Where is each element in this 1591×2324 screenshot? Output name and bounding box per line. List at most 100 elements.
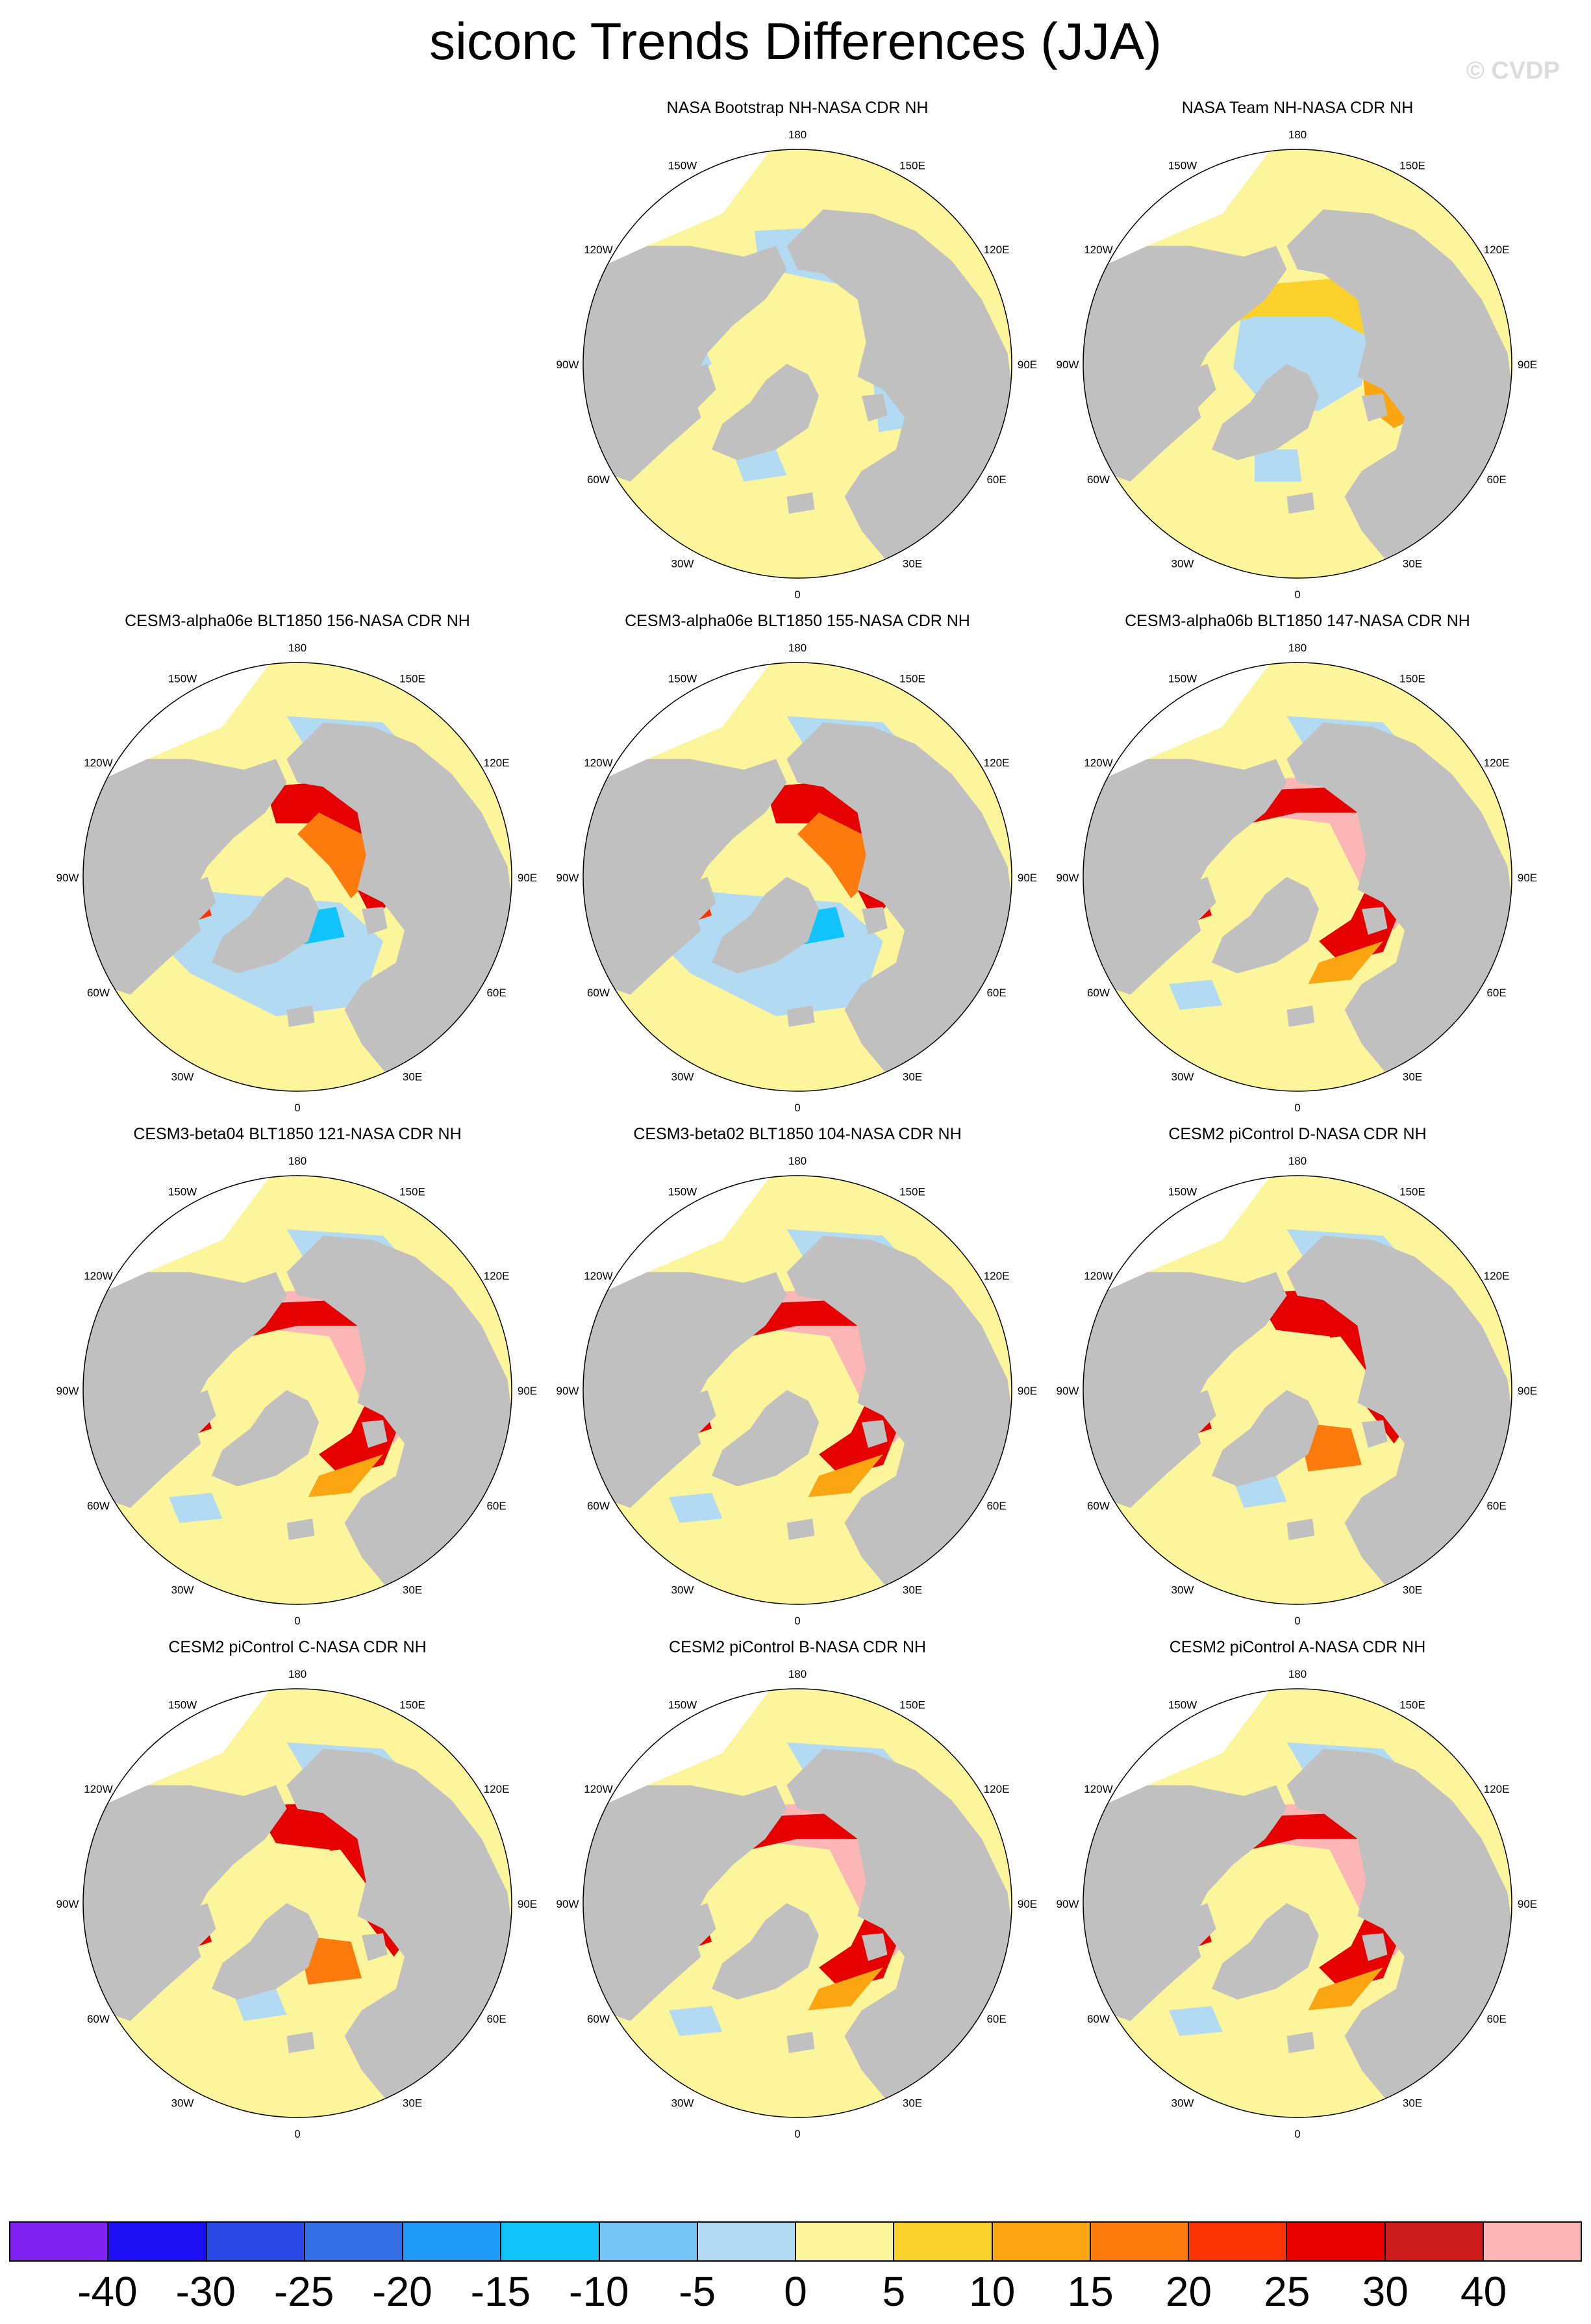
map-panels: NASA Bootstrap NH-NASA CDR NH 180 150E 120E… [56, 99, 1538, 2140]
panel-title: CESM3-alpha06b BLT1850 147-NASA CDR NH [1125, 612, 1470, 630]
land-america [583, 246, 787, 482]
panel-title: CESM3-alpha06e BLT1850 156-NASA CDR NH [125, 612, 470, 630]
lon-label: 30W [171, 1584, 194, 1597]
map-panel: NASA Team NH-NASA CDR NH 180 150E 120E 90E 60… [1057, 99, 1538, 601]
land-eurasia [1286, 722, 1512, 1091]
map-panel: CESM2 piControl D-NASA CDR NH 180 150E 120E… [1057, 1125, 1538, 1627]
land-baffin [669, 1390, 716, 1437]
colorbar-swatch [1385, 2223, 1484, 2260]
lon-label: 150E [399, 1185, 425, 1198]
panel-title: CESM3-alpha06e BLT1850 155-NASA CDR NH [625, 612, 970, 630]
lon-label: 90W [557, 1898, 579, 1910]
panel-title: CESM3-beta04 BLT1850 121-NASA CDR NH [133, 1125, 461, 1143]
land-eurasia [286, 1235, 512, 1604]
lon-label: 60E [986, 987, 1006, 999]
map-boundary [583, 149, 1012, 579]
map-panel: CESM3-alpha06e BLT1850 155-NASA CDR NH 18… [557, 612, 1038, 1114]
map-boundary [583, 1688, 1012, 2118]
land-eurasia [786, 1749, 1012, 2117]
lon-label: 90E [518, 872, 537, 884]
map-panel: CESM3-alpha06b BLT1850 147-NASA CDR NH 18… [1057, 612, 1538, 1114]
land-svalbard [862, 907, 888, 935]
lon-label: 120E [1484, 244, 1510, 256]
land-baffin [1169, 364, 1216, 411]
colorbar-swatch [305, 2223, 403, 2260]
land-greenland [212, 1390, 319, 1487]
lon-label: 30W [171, 2097, 194, 2110]
lon-label: 150W [668, 672, 697, 685]
lon-label: 150W [668, 159, 697, 171]
lon-label: 60W [87, 987, 110, 999]
map-field [583, 149, 1012, 578]
map-field [1083, 663, 1512, 1091]
lon-label: 60W [87, 2013, 110, 2025]
land-svalbard [862, 394, 888, 422]
land-baffin [1169, 1903, 1216, 1951]
land-baffin [1169, 877, 1216, 924]
lon-label: 180 [788, 642, 807, 654]
lon-label: 90W [56, 872, 79, 884]
lon-label: 0 [1294, 588, 1300, 601]
lon-label: 90E [1518, 359, 1537, 371]
lon-label: 0 [794, 1102, 800, 1114]
lon-label: 150W [668, 1185, 697, 1198]
lon-label: 150W [168, 672, 197, 685]
lon-label: 120E [984, 244, 1010, 256]
lon-label: 90E [1018, 359, 1037, 371]
land-eurasia [1286, 1749, 1512, 2117]
land-eurasia [1286, 1235, 1512, 1604]
colorbar-label: 20 [1165, 2268, 1212, 2315]
lon-label: 180 [788, 129, 807, 141]
colorbar-label: -40 [77, 2268, 138, 2315]
lon-label: 0 [294, 2128, 300, 2140]
lon-label: 60E [986, 2013, 1006, 2025]
land-baffin [169, 1903, 216, 1951]
colorbar-label: -10 [569, 2268, 629, 2315]
lon-label: 120W [84, 1783, 112, 1795]
lon-label: 180 [1288, 129, 1307, 141]
panel-title: CESM2 piControl A-NASA CDR NH [1170, 1638, 1426, 1656]
colorbar-swatch [403, 2223, 502, 2260]
map-boundary [1083, 149, 1512, 579]
land-america [1083, 1785, 1287, 2021]
colorbar-swatch [108, 2223, 207, 2260]
land-baffin [169, 877, 216, 924]
anomaly-region [669, 1493, 723, 1523]
land-iceland [786, 2032, 815, 2053]
map-field [583, 1176, 1012, 1604]
panel-title: CESM2 piControl C-NASA CDR NH [168, 1638, 426, 1656]
map-panel: CESM2 piControl C-NASA CDR NH 180 150E 120E… [56, 1638, 538, 2140]
lon-label: 90W [1057, 1898, 1079, 1910]
anomaly-region [169, 1493, 223, 1523]
land-eurasia [286, 1749, 512, 2117]
colorbar-label: -30 [175, 2268, 236, 2315]
lon-label: 30W [1171, 1071, 1194, 1083]
lon-label: 120W [584, 244, 612, 256]
lon-label: 120E [484, 1783, 510, 1795]
lon-label: 90E [1018, 872, 1037, 884]
colorbar-label: 0 [784, 2268, 807, 2315]
map-field [83, 1176, 512, 1604]
lon-label: 90E [1518, 1385, 1537, 1397]
anomaly-region [1255, 449, 1302, 482]
colorbar-label: -25 [273, 2268, 334, 2315]
lon-label: 150W [668, 1699, 697, 1711]
lon-label: 180 [1288, 1155, 1307, 1167]
lon-label: 150E [899, 1185, 925, 1198]
lon-label: 0 [294, 1615, 300, 1627]
lon-label: 180 [288, 642, 307, 654]
map-boundary [1083, 1175, 1512, 1605]
land-svalbard [362, 1933, 388, 1962]
lon-label: 150E [899, 159, 925, 171]
map-panel: NASA Bootstrap NH-NASA CDR NH 180 150E 120E… [557, 99, 1038, 601]
lon-label: 30E [1403, 1584, 1422, 1597]
map-panel: CESM2 piControl B-NASA CDR NH 180 150E 120E… [557, 1638, 1038, 2140]
map-boundary [82, 662, 512, 1092]
land-greenland [712, 364, 819, 461]
land-eurasia [1286, 209, 1512, 578]
colorbar-label: 10 [969, 2268, 1016, 2315]
colorbar-swatch [796, 2223, 895, 2260]
lon-label: 60W [587, 2013, 610, 2025]
land-svalbard [862, 1420, 888, 1448]
lon-label: 60E [986, 474, 1006, 486]
